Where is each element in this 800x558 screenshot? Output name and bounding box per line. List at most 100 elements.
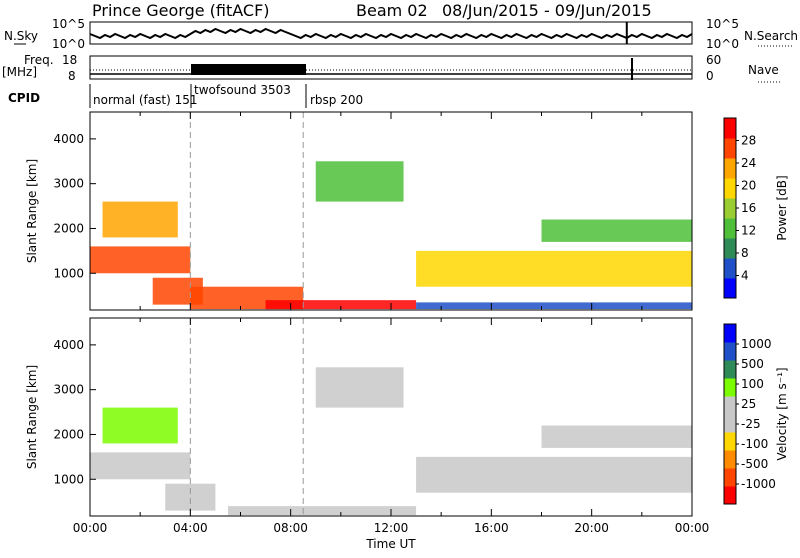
nsearch-tick-bottom: 10^0 <box>706 37 739 51</box>
power-colorbar-label: 16 <box>741 201 756 215</box>
velocity-colorbar-segment <box>724 396 736 415</box>
nsky-trace <box>89 22 693 44</box>
nave-tick-bottom: 0 <box>706 69 714 83</box>
power-y-tick-label: 4000 <box>53 132 84 146</box>
freq-frame <box>89 55 693 80</box>
power-colorbar-segment <box>724 138 736 159</box>
power-y-tick-label: 3000 <box>53 177 84 191</box>
velocity-y-tick-label: 1000 <box>53 472 84 486</box>
cpid-mode-2: twofsound 3503 <box>194 83 291 97</box>
velocity-colorbar-label: 500 <box>741 357 764 371</box>
nave-label: Nave <box>748 63 779 77</box>
velocity-colorbar-label: 1000 <box>741 337 772 351</box>
power-colorbar-segment <box>724 278 736 299</box>
velocity-colorbar-segment <box>724 360 736 379</box>
power-panel: 1000 2000 3000 4000 Slant Range [km] 28 24 20 16… <box>25 111 789 311</box>
velocity-colorbar-label: -100 <box>741 437 768 451</box>
velocity-colorbar-segment <box>724 450 736 469</box>
velocity-colorbar-segment <box>724 414 736 433</box>
nsky-strip: N.Sky 10^5 10^0 10^5 10^0 N.Search <box>4 17 798 51</box>
velocity-y-tick-label: 2000 <box>53 427 84 441</box>
nsky-frame <box>89 21 693 45</box>
velocity-y-axis-title: Slant Range [km] <box>25 365 39 469</box>
power-colorbar-label: 24 <box>741 156 756 170</box>
velocity-echo-region <box>315 367 404 408</box>
power-colorbar-label: 12 <box>741 224 756 238</box>
velocity-x-tick-label: 04:00 <box>173 521 208 535</box>
velocity-colorbar-title: Velocity [m s⁻¹] <box>775 367 789 460</box>
velocity-y-tick-label: 3000 <box>53 383 84 397</box>
power-colorbar-label: 20 <box>741 179 756 193</box>
velocity-x-tick-label: 20:00 <box>574 521 609 535</box>
x-axis-title: Time UT <box>365 537 416 551</box>
velocity-colorbar-segment <box>724 432 736 451</box>
freq-unit: [MHz] <box>2 65 37 79</box>
panels: 1000 2000 3000 4000 Slant Range [km] 28 24 20 16… <box>25 111 789 535</box>
nsky-trace-line <box>89 27 693 40</box>
freq-strip: Freq. [MHz] 18 8 60 0 Nave <box>2 53 780 83</box>
nsearch-label: N.Search <box>744 29 798 43</box>
power-echo-region <box>90 246 191 274</box>
power-y-tick-label: 2000 <box>53 221 84 235</box>
power-echo-region <box>416 250 692 287</box>
velocity-colorbar-frame <box>723 323 737 505</box>
velocity-echo-region <box>90 452 191 480</box>
power-echo-region <box>541 219 692 242</box>
freq-tick-bottom: 8 <box>68 69 76 83</box>
nave-tick-top: 60 <box>706 53 721 67</box>
power-colorbar-segment <box>724 178 736 199</box>
power-colorbar-segment <box>724 238 736 259</box>
nsearch-tick-top: 10^5 <box>706 17 739 31</box>
power-y-tick-label: 1000 <box>53 266 84 280</box>
velocity-echo-region <box>227 506 417 516</box>
velocity-colorbar-label: -500 <box>741 457 768 471</box>
power-colorbar-label: 4 <box>741 269 749 283</box>
power-colorbar-label: 28 <box>741 134 756 148</box>
power-echo-region <box>315 161 404 202</box>
power-colorbar-segment <box>724 198 736 219</box>
velocity-colorbar-segment <box>724 342 736 361</box>
power-colorbar-title: Power [dB] <box>775 175 789 240</box>
velocity-x-tick-label: 00:00 <box>675 521 710 535</box>
velocity-x-tick-label: 08:00 <box>273 521 308 535</box>
power-colorbar-segment <box>724 258 736 279</box>
beam-label: Beam 02 <box>356 1 428 20</box>
cpid-mode-3: rbsp 200 <box>310 93 363 107</box>
nsky-tick-bottom: 10^0 <box>52 37 85 51</box>
freq-tick-top: 18 <box>62 53 77 67</box>
velocity-colorbar-segment <box>724 324 736 343</box>
power-y-axis-title: Slant Range [km] <box>25 159 39 263</box>
power-echo-region <box>416 302 692 310</box>
power-echo-region <box>102 201 178 238</box>
velocity-colorbar-segment <box>724 378 736 397</box>
velocity-echo-region <box>541 425 692 448</box>
velocity-x-tick-label: 12:00 <box>374 521 409 535</box>
velocity-echo-region <box>416 456 692 493</box>
cpid-strip: CPID normal (fast) 151 twofsound 3503 rb… <box>8 83 363 108</box>
twofsound-freq-block <box>191 64 306 75</box>
velocity-colorbar-label: 100 <box>741 377 764 391</box>
velocity-y-tick-label: 4000 <box>53 338 84 352</box>
nsky-label: N.Sky <box>4 29 38 43</box>
freq-label: Freq. <box>24 53 54 67</box>
power-colorbar-label: 8 <box>741 246 749 260</box>
velocity-colorbar-segment <box>724 486 736 505</box>
date-range: 08/Jun/2015 - 09/Jun/2015 <box>442 1 652 20</box>
cpid-mode-1: normal (fast) 151 <box>93 93 197 107</box>
velocity-colorbar-label: -1000 <box>741 477 776 491</box>
velocity-x-tick-label: 16:00 <box>474 521 509 535</box>
velocity-colorbar-segment <box>724 468 736 487</box>
velocity-colorbar-label: -25 <box>741 417 761 431</box>
nsky-tick-top: 10^5 <box>52 17 85 31</box>
velocity-colorbar-label: 25 <box>741 397 756 411</box>
power-colorbar-segment <box>724 118 736 139</box>
velocity-echo-region <box>102 407 178 444</box>
cpid-label: CPID <box>8 91 40 105</box>
velocity-panel: 1000 2000 3000 4000 Slant Range [km] 00:00 04:… <box>25 317 789 535</box>
velocity-x-tick-label: 00:00 <box>73 521 108 535</box>
velocity-echo-region <box>165 483 216 511</box>
station-title: Prince George (fitACF) <box>92 1 270 20</box>
power-echo-region <box>265 300 417 310</box>
